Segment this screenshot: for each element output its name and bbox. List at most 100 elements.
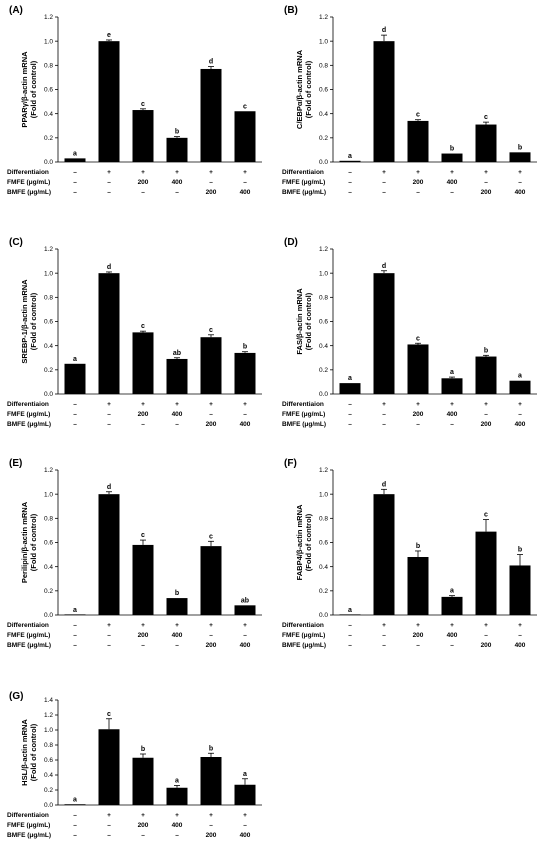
y-tick-label: 0.2 xyxy=(319,135,328,142)
chart-panel: (G) HSL/β-actin mRNA (Fold of control) 0.0 0… xyxy=(7,691,262,839)
y-tick-label: 1.2 xyxy=(319,14,328,21)
condition-row-label: FMFE (μg/mL) xyxy=(7,179,50,186)
condition-cell: + xyxy=(243,812,247,819)
significance-label: a xyxy=(243,771,247,778)
condition-cell: 400 xyxy=(172,822,183,829)
y-tick-label: 0.8 xyxy=(44,295,53,302)
condition-cell: + xyxy=(484,169,488,176)
y-axis-label: FABP4/β-actin mRNA (Fold of control) xyxy=(295,504,313,580)
condition-cell: – xyxy=(73,421,77,428)
condition-cell: 400 xyxy=(240,421,251,428)
significance-label: c xyxy=(484,512,488,519)
significance-label: a xyxy=(348,607,352,614)
y-tick-label: 1.0 xyxy=(44,270,53,277)
y-axis-label: FAS/β-actin mRNA (Fold of control) xyxy=(295,288,313,355)
y-tick-label: 0.6 xyxy=(319,87,328,94)
condition-cell: + xyxy=(382,622,386,629)
bar xyxy=(64,158,86,162)
condition-cell: – xyxy=(73,812,77,819)
bar xyxy=(64,363,86,394)
condition-cell: – xyxy=(382,642,386,649)
significance-label: a xyxy=(348,153,352,160)
condition-cell: – xyxy=(348,642,352,649)
y-axis-label-line: FABP4/β-actin mRNA xyxy=(295,504,304,580)
significance-label: a xyxy=(175,778,179,785)
condition-cell: – xyxy=(73,411,77,418)
bar xyxy=(407,557,429,615)
y-axis-label-line: FAS/β-actin mRNA xyxy=(295,288,304,355)
condition-cell: – xyxy=(348,189,352,196)
y-tick-label: 0.0 xyxy=(44,159,53,166)
condition-cell: + xyxy=(416,169,420,176)
condition-cell: – xyxy=(141,189,145,196)
significance-label: d xyxy=(107,264,111,271)
condition-cell: – xyxy=(450,421,454,428)
condition-cell: + xyxy=(209,622,213,629)
significance-label: d xyxy=(382,27,386,34)
significance-label: b xyxy=(484,347,488,354)
significance-label: b xyxy=(175,590,179,597)
condition-cell: 200 xyxy=(206,189,217,196)
condition-row-label: BMFE (μg/mL) xyxy=(7,421,51,428)
condition-cell: 400 xyxy=(515,642,526,649)
condition-cell: – xyxy=(243,411,247,418)
condition-cell: 400 xyxy=(515,421,526,428)
y-tick-label: 1.2 xyxy=(44,246,53,253)
condition-cell: – xyxy=(416,421,420,428)
condition-cell: 400 xyxy=(447,179,458,186)
y-tick-label: 0.2 xyxy=(319,588,328,595)
condition-cell: – xyxy=(209,179,213,186)
condition-cell: + xyxy=(141,622,145,629)
condition-cell: 400 xyxy=(240,642,251,649)
condition-cell: – xyxy=(484,411,488,418)
y-tick-label: 0.8 xyxy=(44,742,53,749)
significance-label: b xyxy=(243,344,247,351)
bar xyxy=(166,358,188,394)
significance-label: c xyxy=(141,532,145,539)
y-axis-label: HSL/β-actin mRNA (Fold of control) xyxy=(20,719,38,786)
significance-label: c xyxy=(141,323,145,330)
significance-label: a xyxy=(518,373,522,380)
condition-cell: 200 xyxy=(138,411,149,418)
condition-cell: – xyxy=(209,411,213,418)
condition-cell: 200 xyxy=(481,421,492,428)
bar xyxy=(200,68,222,162)
condition-row-label: Differentiaion xyxy=(7,169,49,176)
significance-label: a xyxy=(450,369,454,376)
y-tick-label: 0.0 xyxy=(44,391,53,398)
condition-cell: – xyxy=(348,421,352,428)
y-tick-label: 1.0 xyxy=(319,38,328,45)
condition-row-label: Differentiaion xyxy=(282,622,324,629)
y-axis-label-line: HSL/β-actin mRNA xyxy=(20,719,29,786)
condition-cell: – xyxy=(107,179,111,186)
condition-cell: + xyxy=(243,401,247,408)
y-axis-label-line: C/EBPα/β-actin mRNA xyxy=(295,49,304,129)
y-tick-label: 1.0 xyxy=(319,270,328,277)
condition-cell: 200 xyxy=(206,421,217,428)
condition-cell: – xyxy=(107,642,111,649)
y-tick-label: 1.2 xyxy=(44,14,53,21)
significance-label: d xyxy=(209,59,213,66)
y-tick-label: 0.6 xyxy=(44,87,53,94)
condition-row-label: FMFE (μg/mL) xyxy=(282,632,325,639)
condition-cell: – xyxy=(348,179,352,186)
condition-cell: + xyxy=(175,622,179,629)
condition-cell: 400 xyxy=(447,632,458,639)
chart-panel: (E) Perilipin/β-actin mRNA (Fold of contro… xyxy=(7,458,262,649)
significance-label: b xyxy=(209,745,213,752)
condition-cell: – xyxy=(107,189,111,196)
chart-panel: (C) SREBP-1/β-actin mRNA (Fold of control)… xyxy=(7,237,262,428)
y-axis-label-line: (Fold of control) xyxy=(29,292,38,350)
y-tick-label: 1.0 xyxy=(44,491,53,498)
condition-cell: 400 xyxy=(240,189,251,196)
condition-cell: – xyxy=(243,632,247,639)
condition-cell: 200 xyxy=(413,411,424,418)
condition-cell: + xyxy=(141,401,145,408)
y-tick-label: 0.0 xyxy=(44,802,53,809)
y-tick-label: 0.4 xyxy=(44,564,53,571)
y-tick-label: 0.4 xyxy=(44,772,53,779)
bar xyxy=(98,41,120,162)
condition-row-label: Differentiaion xyxy=(282,401,324,408)
bar xyxy=(200,757,222,805)
